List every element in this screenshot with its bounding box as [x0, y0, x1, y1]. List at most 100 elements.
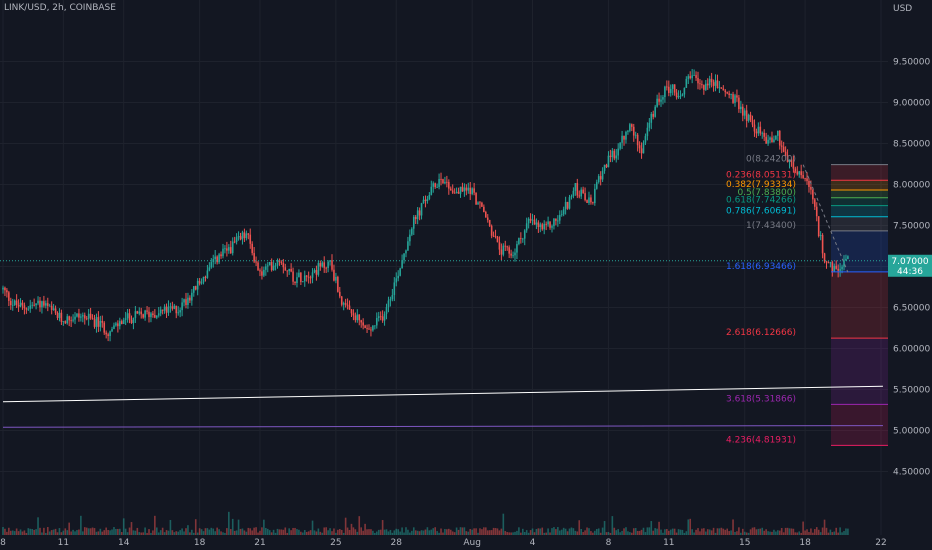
fib-trend-line[interactable] [802, 164, 849, 273]
volume-bar [681, 529, 684, 535]
candle-body [202, 276, 205, 283]
candle-body [558, 214, 561, 221]
volume-bar [43, 527, 45, 535]
candle-body [687, 76, 690, 79]
candle-body [177, 312, 180, 314]
candle-body [738, 97, 740, 110]
volume-bar [124, 528, 127, 535]
symbol-title[interactable]: LINK/USD, 2h, COINBASE [4, 3, 116, 13]
volume-bar [438, 532, 440, 535]
candle-body [796, 171, 799, 175]
candle-body [124, 318, 127, 320]
volume-bar [551, 528, 553, 535]
last-price-value: 7.07000 [891, 257, 928, 267]
volume-bar [319, 531, 322, 535]
volume-bar [360, 527, 363, 535]
volume-bar [436, 531, 438, 535]
candle-body [763, 132, 765, 137]
volume-bar [45, 532, 47, 535]
candle-body [599, 176, 602, 180]
volume-bar [344, 517, 347, 535]
volume-bar [444, 528, 446, 535]
candle-body [767, 139, 769, 144]
candle-body [183, 299, 185, 303]
volume-bar [426, 527, 429, 535]
volume-bar [257, 532, 259, 535]
candle-body [403, 253, 405, 261]
volume-bar [794, 532, 797, 535]
volume-bar [235, 530, 238, 535]
candle-body [362, 322, 364, 326]
candle-body [235, 237, 238, 242]
volume-bar [237, 519, 240, 535]
candle-body [309, 277, 312, 279]
candle-body [161, 309, 164, 311]
candle-body [72, 319, 74, 321]
volume-bar [113, 527, 115, 535]
candle-body [449, 188, 452, 191]
candle-body [228, 247, 230, 251]
candle-body [514, 252, 516, 256]
trend-line-purple[interactable] [2, 425, 883, 428]
volume-bar [284, 527, 287, 535]
candle-body [625, 131, 627, 140]
volume-bar [652, 530, 655, 535]
volume-bar [825, 527, 828, 535]
volume-bar [23, 530, 26, 535]
time-axis-bg [0, 535, 888, 550]
candle-body [492, 235, 495, 237]
candle-body [375, 317, 378, 326]
volume-bar [74, 531, 76, 535]
candle-body [333, 269, 335, 281]
volume-bar [804, 530, 806, 535]
volume-bar [338, 529, 341, 535]
volume-bar [27, 528, 30, 535]
trend-line-white[interactable] [2, 385, 883, 403]
volume-bar [448, 528, 450, 535]
time-axis[interactable]: 8 11 14 18 21 25 28 Aug 4 8 11 15 18 22 [0, 535, 888, 550]
volume-bar [673, 528, 676, 535]
candle-body [580, 189, 582, 197]
candle-body [41, 301, 43, 308]
candle-body [407, 241, 409, 251]
candle-body [778, 130, 781, 146]
candle-body [337, 276, 339, 292]
candle-body [718, 87, 721, 89]
volume-bar [175, 531, 178, 535]
fib-retracement[interactable]: 0(8.24200)0.236(8.05131)0.382(7.93334)0.… [726, 155, 888, 446]
candle-body [173, 305, 176, 309]
candle-body [113, 325, 115, 329]
candle-body [496, 236, 499, 243]
candle-body [451, 190, 454, 193]
candle-body [506, 246, 509, 248]
candle-body [204, 276, 207, 278]
candle-body [798, 171, 801, 175]
candle-body [671, 84, 674, 89]
candle-body [533, 219, 536, 225]
volume-bar [239, 528, 242, 535]
trend-lines[interactable] [2, 385, 883, 428]
candle-body [773, 139, 775, 143]
candle-body [673, 84, 676, 93]
volume-bars [2, 511, 849, 535]
candle-body [732, 94, 734, 103]
candle-body [192, 286, 195, 293]
fib-zone [831, 189, 888, 198]
volume-bar [29, 528, 32, 535]
candle-body [194, 286, 197, 290]
candle-body [703, 85, 705, 90]
volume-bar [432, 528, 435, 535]
candle-body [500, 249, 503, 255]
volume-bar [428, 530, 431, 535]
volume-bar [527, 532, 530, 535]
volume-bar [231, 518, 234, 535]
candle-body [745, 110, 748, 121]
volume-bar [196, 532, 199, 535]
candle-body [200, 282, 203, 284]
candle-body [469, 187, 472, 194]
volume-bar [514, 531, 516, 535]
volume-bar [693, 532, 695, 535]
volume-bar [128, 527, 131, 535]
candle-body [292, 271, 294, 282]
